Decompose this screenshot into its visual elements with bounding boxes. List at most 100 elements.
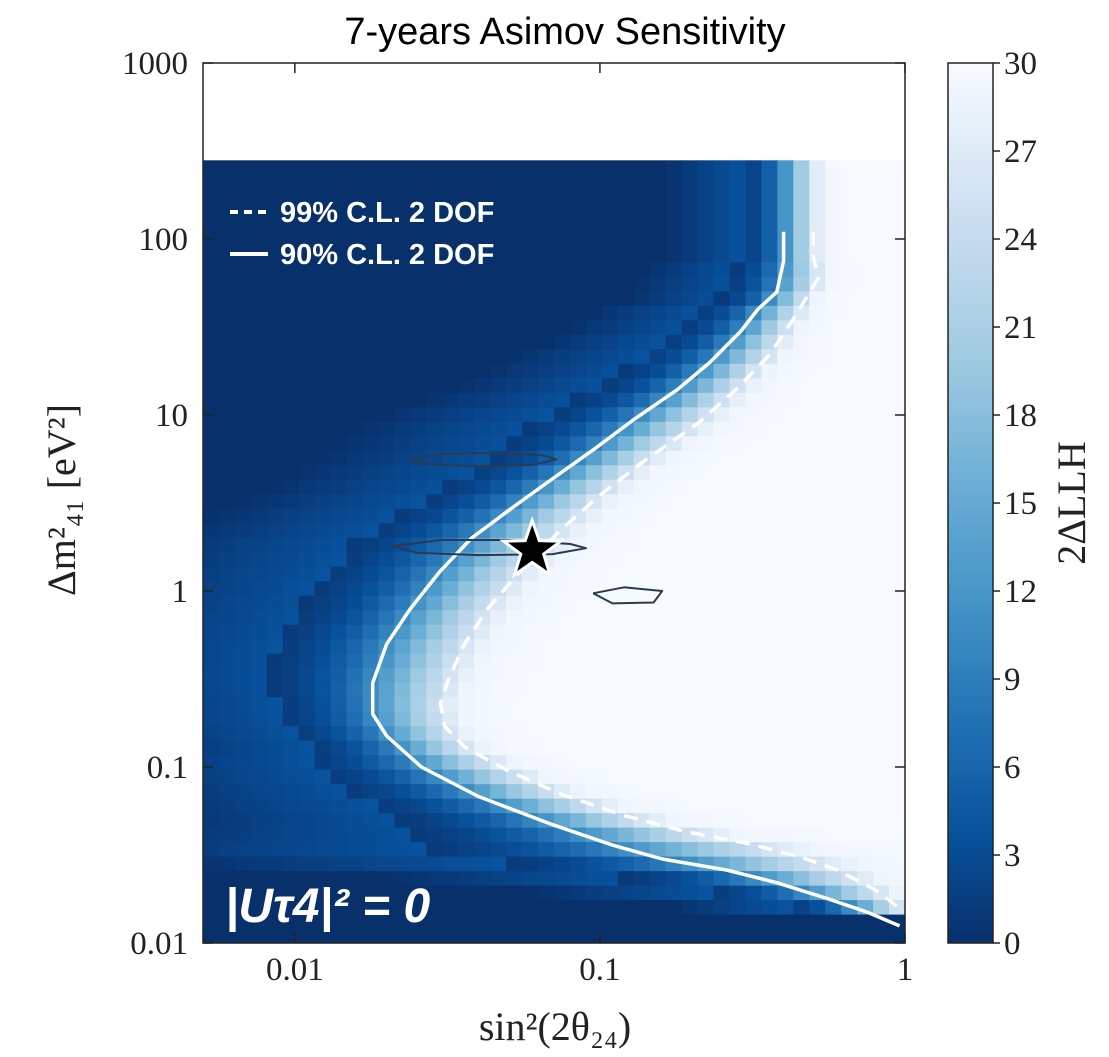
heatmap-cell: [649, 189, 667, 205]
heatmap-cell: [522, 334, 539, 350]
heatmap-cell: [218, 841, 236, 857]
heatmap-cell: [569, 682, 587, 698]
heatmap-cell: [697, 696, 715, 712]
heatmap-cell: [777, 247, 794, 263]
heatmap-cell: [362, 247, 380, 263]
heatmap-cell: [346, 450, 364, 466]
heatmap-cell: [282, 711, 300, 727]
heatmap-cell: [617, 827, 635, 843]
heatmap-cell: [665, 870, 683, 886]
heatmap-cell: [793, 305, 810, 321]
heatmap-cell: [266, 508, 284, 524]
heatmap-cell: [378, 334, 396, 350]
heatmap-cell: [282, 783, 300, 799]
heatmap-cell: [809, 566, 826, 582]
heatmap-cell: [506, 856, 523, 872]
heatmap-cell: [697, 218, 715, 234]
heatmap-cell: [378, 232, 396, 248]
heatmap-cell: [873, 928, 890, 943]
heatmap-cell: [378, 667, 396, 683]
heatmap-cell: [745, 667, 762, 683]
heatmap-cell: [665, 363, 683, 379]
heatmap-cell: [825, 392, 842, 408]
heatmap-cell: [538, 406, 555, 422]
heatmap-cell: [538, 348, 555, 364]
heatmap-cell: [761, 595, 778, 611]
heatmap-cell: [729, 914, 747, 930]
heatmap-cell: [809, 754, 826, 770]
heatmap-cell: [713, 595, 731, 611]
heatmap-cell: [777, 740, 794, 756]
heatmap-cell: [665, 667, 683, 683]
heatmap-cell: [378, 609, 396, 625]
heatmap-cell: [410, 899, 427, 915]
heatmap-cell: [793, 392, 810, 408]
heatmap-cell: [809, 812, 826, 828]
heatmap-cell: [250, 914, 268, 930]
heatmap-cell: [873, 580, 890, 596]
heatmap-cell: [729, 769, 747, 785]
heatmap-cell: [203, 711, 220, 727]
heatmap-cell: [506, 638, 523, 654]
heatmap-cell: [362, 276, 380, 292]
heatmap-cell: [793, 682, 810, 698]
heatmap-cell: [681, 711, 699, 727]
heatmap-cell: [633, 928, 651, 943]
heatmap-cell: [745, 783, 762, 799]
heatmap-cell: [282, 276, 300, 292]
heatmap-cell: [522, 218, 539, 234]
heatmap-cell: [617, 798, 635, 814]
heatmap-cell: [857, 827, 874, 843]
heatmap-cell: [825, 493, 842, 509]
heatmap-cell: [617, 290, 635, 306]
heatmap-cell: [203, 638, 220, 654]
heatmap-cell: [506, 812, 523, 828]
heatmap-cell: [681, 798, 699, 814]
heatmap-cell: [378, 566, 396, 582]
heatmap-cell: [889, 290, 905, 306]
heatmap-cell: [266, 682, 284, 698]
heatmap-cell: [266, 174, 284, 190]
heatmap-cell: [649, 348, 667, 364]
heatmap-cell: [218, 856, 236, 872]
heatmap-cell: [314, 218, 332, 234]
heatmap-cell: [793, 450, 810, 466]
heatmap-cell: [554, 261, 571, 277]
heatmap-cell: [234, 928, 252, 943]
heatmap-cell: [649, 595, 667, 611]
heatmap-cell: [777, 348, 794, 364]
heatmap-cell: [266, 218, 284, 234]
heatmap-cell: [298, 725, 316, 741]
heatmap-cell: [218, 319, 236, 335]
heatmap-cell: [250, 319, 268, 335]
heatmap-cell: [298, 174, 316, 190]
heatmap-cell: [426, 392, 443, 408]
heatmap-cell: [346, 667, 364, 683]
heatmap-cell: [250, 189, 268, 205]
heatmap-cell: [649, 928, 667, 943]
heatmap-cell: [266, 305, 284, 321]
heatmap-cell: [617, 276, 635, 292]
heatmap-cell: [665, 348, 683, 364]
heatmap-cell: [346, 363, 364, 379]
heatmap-cell: [522, 827, 539, 843]
heatmap-cell: [809, 203, 826, 219]
heatmap-cell: [841, 435, 858, 451]
heatmap-cell: [314, 914, 332, 930]
heatmap-cell: [490, 769, 507, 785]
heatmap-cell: [250, 682, 268, 698]
heatmap-cell: [378, 696, 396, 712]
heatmap-cell: [474, 261, 491, 277]
heatmap-cell: [394, 783, 411, 799]
heatmap-cell: [250, 435, 268, 451]
heatmap-cell: [601, 377, 619, 393]
heatmap-cell: [314, 537, 332, 553]
heatmap-cell: [203, 392, 220, 408]
heatmap-cell: [346, 406, 364, 422]
heatmap-cell: [218, 522, 236, 538]
heatmap-cell: [841, 276, 858, 292]
heatmap-cell: [665, 261, 683, 277]
heatmap-cell: [665, 305, 683, 321]
heatmap-cell: [713, 914, 731, 930]
heatmap-cell: [394, 493, 411, 509]
